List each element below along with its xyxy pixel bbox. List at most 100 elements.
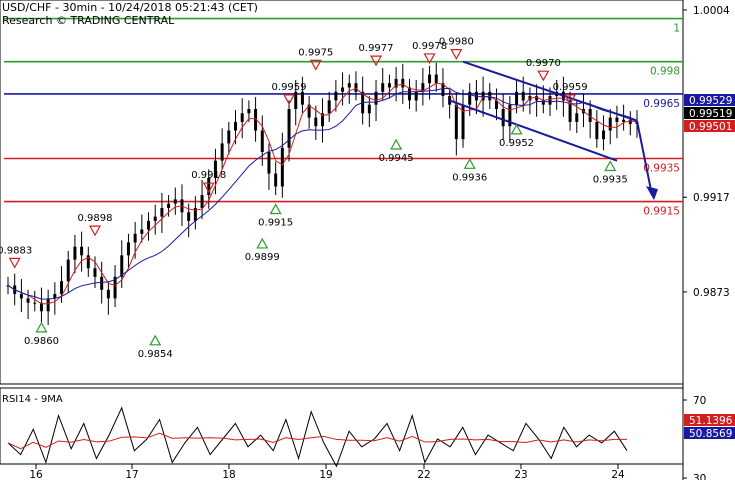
y-tick-label-2: 0.9873	[693, 287, 730, 299]
candle-body-91	[615, 117, 619, 122]
candle-body-9	[66, 259, 70, 282]
swing-label-12: 0.9980	[439, 37, 474, 48]
candle-body-5	[39, 302, 43, 312]
projection-arrow-head	[646, 186, 658, 201]
level-label-3: 0.9935	[643, 162, 680, 174]
swing-label-1: 0.9860	[24, 336, 59, 347]
swing-high-marker-15	[537, 70, 550, 82]
price-box-label-0: 0.99529	[689, 95, 732, 107]
x-label-6: 24	[611, 469, 625, 480]
swing-label-17: 0.9935	[593, 174, 628, 185]
candle-body-21	[147, 220, 151, 230]
swing-high-marker-6	[283, 94, 296, 106]
channel-lower-line	[449, 99, 618, 162]
x-label-2: 18	[222, 469, 235, 480]
level-label-0: 1	[673, 23, 680, 35]
swing-high-marker-16	[564, 94, 577, 106]
candle-body-71	[481, 91, 485, 101]
candle-body-11	[80, 246, 84, 256]
candle-body-30	[207, 177, 211, 196]
x-label-0: 16	[29, 469, 43, 480]
candle-body-23	[160, 207, 164, 217]
candle-body-45	[307, 104, 311, 118]
candle-body-48	[327, 100, 331, 114]
candle-body-18	[126, 242, 130, 256]
candle-body-69	[468, 91, 472, 105]
candle-body-17	[120, 255, 124, 277]
swing-label-13: 0.9936	[452, 172, 487, 183]
x-label-4: 22	[417, 469, 430, 480]
swing-high-marker-7	[309, 59, 322, 71]
candle-body-92	[622, 119, 626, 122]
candle-body-4	[33, 302, 37, 304]
candle-body-64	[434, 74, 438, 84]
candle-body-90	[608, 117, 612, 131]
candle-body-41	[280, 147, 284, 187]
swing-label-3: 0.9854	[138, 349, 173, 360]
swing-low-marker-3	[149, 334, 162, 346]
candle-body-44	[300, 91, 304, 105]
rsi-box-0	[684, 414, 735, 426]
candle-body-67	[454, 104, 458, 140]
x-label-1: 17	[125, 469, 138, 480]
candle-body-54	[367, 104, 371, 114]
slow-ma-line	[7, 88, 638, 300]
candle-body-40	[274, 173, 278, 187]
price-box-label-1: 0.99519	[689, 108, 732, 120]
candle-body-34	[234, 121, 238, 131]
candle-body-35	[240, 113, 244, 122]
swing-high-marker-11	[423, 53, 436, 65]
swing-low-marker-13	[463, 158, 476, 169]
candle-body-6	[46, 298, 50, 312]
candle-body-55	[374, 91, 378, 105]
candle-body-87	[588, 108, 592, 122]
candle-body-79	[535, 96, 539, 101]
candle-body-47	[321, 113, 324, 127]
candle-body-36	[247, 108, 251, 114]
swing-label-9: 0.9977	[359, 43, 394, 54]
candle-body-10	[73, 246, 77, 260]
candle-body-50	[341, 87, 345, 92]
x-label-3: 19	[319, 469, 332, 480]
swing-label-5: 0.9899	[245, 252, 280, 263]
candle-body-65	[441, 83, 445, 97]
y-tick-label-1: 0.9917	[693, 192, 730, 204]
channel-upper-line	[462, 60, 638, 122]
candle-body-22	[153, 216, 157, 221]
swing-label-14: 0.9952	[499, 138, 534, 149]
swing-label-8: 0.9915	[258, 218, 293, 229]
candle-body-24	[167, 203, 171, 208]
fast-ma-line	[7, 82, 638, 305]
candle-body-32	[220, 143, 224, 161]
swing-low-marker-17	[604, 160, 617, 172]
candle-body-39	[267, 152, 271, 174]
candle-body-74	[501, 108, 505, 127]
rsi-ma-line	[7, 432, 627, 450]
swing-label-7: 0.9975	[298, 47, 333, 58]
swing-label-2: 0.9898	[77, 213, 112, 224]
candle-body-60	[407, 87, 411, 101]
candle-body-37	[254, 108, 258, 131]
candle-body-62	[421, 83, 425, 92]
swing-high-marker-0	[8, 257, 21, 269]
candle-body-73	[494, 100, 498, 109]
candle-body-76	[515, 91, 519, 105]
candle-body-2	[19, 294, 23, 299]
chart-title: USD/CHF - 30min - 10/24/2018 05:21:43 (C…	[2, 1, 258, 14]
main-pane-frame	[0, 0, 684, 385]
candle-body-42	[287, 108, 291, 148]
candle-body-88	[595, 121, 599, 140]
candle-body-81	[548, 96, 552, 105]
candle-body-15	[106, 289, 110, 299]
candle-body-20	[140, 229, 144, 234]
candle-body-28	[193, 207, 197, 221]
swing-high-marker-2	[88, 225, 102, 237]
swing-label-15: 0.9970	[526, 58, 561, 69]
candle-body-3	[26, 298, 30, 303]
swing-low-marker-5	[256, 237, 269, 249]
swing-low-marker-14	[510, 123, 523, 135]
level-label-2: 0.9965	[643, 98, 680, 110]
candle-body-16	[113, 276, 117, 299]
candle-body-68	[461, 104, 465, 140]
